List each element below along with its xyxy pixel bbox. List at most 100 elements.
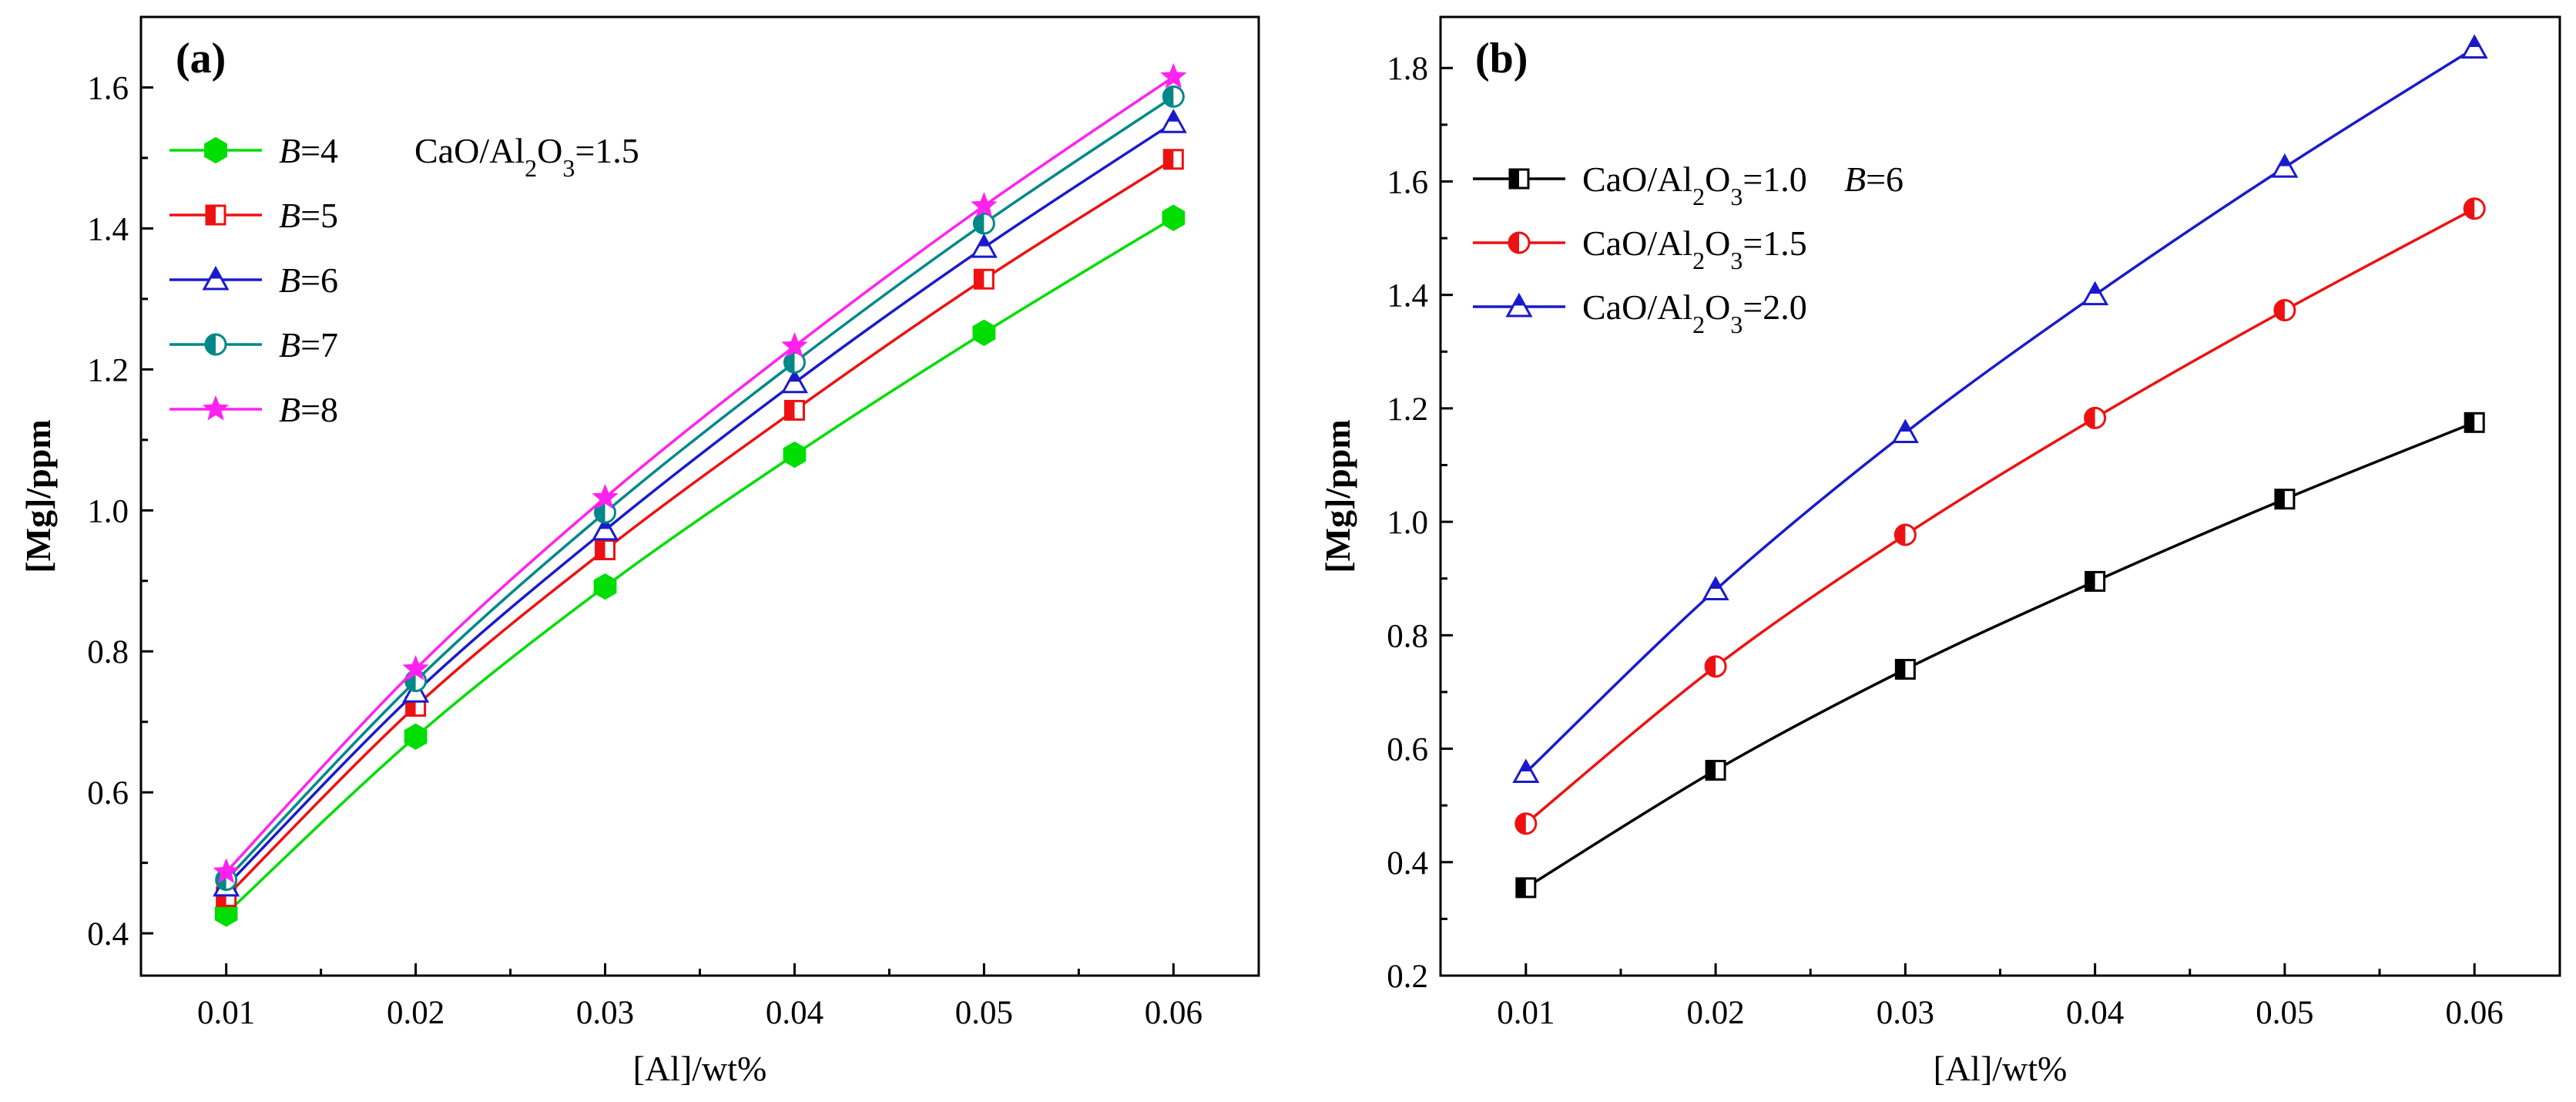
data-point <box>593 573 617 600</box>
y-tick-label: 0.4 <box>1387 845 1428 882</box>
legend-marker <box>1508 168 1530 190</box>
data-point <box>1162 149 1184 170</box>
x-tick-label: 0.01 <box>197 995 255 1031</box>
x-tick-label: 0.06 <box>1145 995 1202 1031</box>
chart-panel-a: 0.4 0.6 0.8 1.0 1.2 1.4 1.6 0.01 0.02 0.03 0.04 0.0… <box>18 15 1260 1088</box>
legend-entry: B=5 <box>279 196 338 235</box>
y-tick-label: 1.0 <box>87 493 129 529</box>
y-tick-label: 0.6 <box>1387 732 1428 768</box>
y-tick-label: 1.2 <box>87 352 129 388</box>
legend-marker <box>202 395 230 421</box>
x-tick-label: 0.05 <box>955 995 1013 1031</box>
x-axis-label: [Al]/wt% <box>633 1049 767 1088</box>
legend-marker <box>204 136 227 164</box>
series-line <box>1524 47 2476 774</box>
series-line <box>225 76 1175 873</box>
series-3 <box>213 109 1187 897</box>
data-point <box>2081 281 2109 306</box>
series-line <box>1524 421 2475 889</box>
x-axis-label: [Al]/wt% <box>1934 1049 2068 1088</box>
data-point <box>783 351 806 374</box>
data-point <box>2464 412 2485 433</box>
data-point <box>783 441 807 469</box>
x-tick-label: 0.03 <box>1877 995 1934 1031</box>
series-1 <box>1515 412 2485 899</box>
chart-panel-b: 0.2 0.4 0.6 0.8 1.0 1.2 1.4 1.6 1.8 0.01 0.02 0.03 0… <box>1318 15 2561 1088</box>
data-point <box>780 368 809 394</box>
series-3 <box>1512 34 2488 783</box>
y-tick-label: 1.2 <box>1387 391 1428 428</box>
data-point <box>1702 576 1729 600</box>
legend-note: B=6 <box>1844 160 1903 199</box>
data-point <box>404 723 428 751</box>
y-tick-label: 0.8 <box>1387 618 1428 654</box>
legend-entry: B=4 <box>279 131 338 170</box>
series-line <box>225 158 1175 898</box>
y-tick-label: 0.2 <box>1387 959 1428 995</box>
legend-entry: B=7 <box>279 325 338 365</box>
data-point <box>1705 760 1726 781</box>
data-point <box>1512 758 1540 783</box>
legend-entry: B=6 <box>279 260 338 300</box>
series-line <box>225 95 1175 881</box>
data-point <box>591 516 619 541</box>
y-tick-label: 1.4 <box>1387 278 1428 314</box>
series-line <box>1524 207 2476 825</box>
data-point <box>2085 570 2106 592</box>
y-axis-label: [Mg]/ppm <box>18 419 58 573</box>
legend: CaO/Al2O3=1.0 CaO/Al2O3=1.5 CaO/Al2O3=2.0 B… <box>1473 160 1903 338</box>
data-point <box>2463 197 2486 220</box>
data-point <box>2271 153 2299 178</box>
data-point <box>2084 406 2107 429</box>
legend-marker <box>1508 231 1531 254</box>
data-point <box>592 483 619 509</box>
series-5 <box>213 62 1187 884</box>
data-point <box>973 268 995 290</box>
data-point <box>214 900 238 927</box>
legend-entry: CaO/Al2O3=1.0 <box>1582 160 1807 210</box>
y-tick-label: 0.4 <box>87 916 129 952</box>
x-tick-label: 0.02 <box>1686 995 1744 1031</box>
panel-label: (a) <box>176 35 226 82</box>
legend-marker <box>202 265 230 291</box>
data-point <box>1162 85 1185 108</box>
data-point <box>2273 299 2296 322</box>
legend: B=4 B=5 B=6 B=7 B=8 CaO/Al2O3=1.5 <box>169 131 639 429</box>
y-tick-label: 0.6 <box>87 775 129 811</box>
y-tick-label: 1.6 <box>1387 164 1428 200</box>
x-tick-label: 0.06 <box>2446 995 2504 1031</box>
series-line <box>225 121 1175 888</box>
data-point <box>972 319 996 346</box>
series-line <box>225 217 1175 915</box>
series-1 <box>214 204 1186 927</box>
x-tick-label: 0.02 <box>387 995 444 1031</box>
data-point <box>1162 204 1186 231</box>
data-point <box>1704 655 1727 678</box>
legend-marker <box>204 333 227 356</box>
data-point <box>1160 62 1187 89</box>
series-2 <box>216 149 1184 908</box>
data-point <box>970 234 998 258</box>
data-point <box>1891 418 1919 444</box>
y-tick-label: 0.8 <box>87 634 129 670</box>
y-tick-label: 1.6 <box>87 70 129 106</box>
series-2 <box>1514 197 2486 835</box>
data-point <box>971 192 998 217</box>
data-point <box>1515 877 1537 899</box>
y-tick-label: 1.0 <box>1387 505 1428 541</box>
legend-entry: B=8 <box>279 390 338 429</box>
y-tick-label: 1.8 <box>1387 51 1428 87</box>
data-point <box>595 539 616 561</box>
data-point <box>781 332 808 358</box>
data-point <box>2274 489 2296 510</box>
data-point <box>2460 34 2488 59</box>
x-tick-label: 0.05 <box>2256 995 2313 1031</box>
legend-marker <box>1505 292 1533 317</box>
panel-label: (b) <box>1475 35 1528 82</box>
x-tick-label: 0.03 <box>576 995 634 1031</box>
legend-entry: CaO/Al2O3=2.0 <box>1582 287 1807 338</box>
x-tick-label: 0.04 <box>2066 995 2124 1031</box>
data-point <box>972 212 995 235</box>
x-tick-label: 0.04 <box>766 995 823 1031</box>
